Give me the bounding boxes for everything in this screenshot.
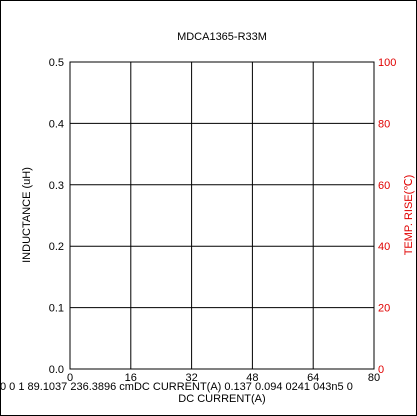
- y-tick-label: 0.0: [49, 364, 64, 376]
- y-axis-label: INDUCTANCE (uH): [21, 167, 33, 263]
- x-tick-labels: 0 16 32 48 64 80: [67, 372, 380, 384]
- y2-tick-label: 0: [378, 364, 384, 376]
- overlapping-artifact-text: 0 0 1 89.1037 236.3896 cmDC CURRENT(A) 0…: [0, 381, 353, 393]
- x-tick-label: 48: [246, 372, 258, 384]
- x-tick-label: 80: [368, 372, 380, 384]
- x-axis-label: DC CURRENT(A): [178, 393, 265, 405]
- y2-tick-label: 20: [378, 303, 390, 315]
- y-tick-label: 0.2: [49, 241, 64, 253]
- y-tick-labels: 0.0 0.1 0.2 0.3 0.4 0.5: [49, 57, 64, 376]
- y-tick-label: 0.5: [49, 57, 64, 69]
- x-tick-label: 64: [307, 372, 319, 384]
- y2-tick-label: 60: [378, 180, 390, 192]
- chart-title: MDCA1365-R33M: [177, 31, 267, 43]
- grid: [69, 61, 375, 370]
- y2-tick-label: 100: [378, 57, 396, 69]
- y-tick-label: 0.1: [49, 303, 64, 315]
- y2-axis-label: TEMP. RISE(℃): [403, 175, 415, 256]
- plot-area: [69, 61, 375, 370]
- y2-tick-label: 40: [378, 241, 390, 253]
- y2-tick-label: 80: [378, 118, 390, 130]
- x-tick-label: 32: [185, 372, 197, 384]
- y-tick-label: 0.4: [49, 118, 64, 130]
- y2-tick-labels: 0 20 40 60 80 100: [378, 57, 396, 376]
- y-tick-label: 0.3: [49, 180, 64, 192]
- x-tick-label: 0: [67, 372, 73, 384]
- x-tick-label: 16: [125, 372, 137, 384]
